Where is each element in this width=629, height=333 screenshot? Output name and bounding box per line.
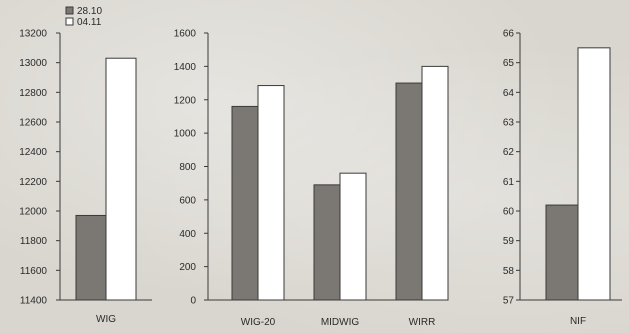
nif-y-tick-label: 66	[503, 29, 515, 40]
wig-y-tick-label: 12400	[19, 147, 47, 158]
wig20-category-label: WIG-20	[241, 317, 276, 328]
nif-y-tick-label: 62	[503, 147, 515, 158]
nif-bar-nif-0411	[577, 47, 611, 301]
legend-label-0411: 04.11	[77, 17, 102, 28]
legend-swatch-0411	[65, 17, 74, 26]
wig20-bar-wig20-2810	[231, 105, 259, 301]
nif-y-tick-label: 60	[503, 207, 515, 218]
wig20-bar-midwig-0411	[339, 172, 367, 301]
wig20-y-tick-label: 0	[190, 296, 196, 307]
nif-y-tick-label: 59	[503, 236, 515, 247]
wig-bar-wig-2810	[75, 214, 107, 301]
wig-y-tick-label: 13000	[19, 58, 47, 69]
wig20-y-tick-label: 600	[179, 195, 196, 206]
wig20-y-tick-label: 1600	[174, 29, 197, 40]
wig20-category-label: MIDWIG	[321, 317, 360, 328]
wig20-bar-wirr-2810	[395, 82, 423, 301]
wig20-y-tick-label: 1200	[174, 95, 197, 106]
wig20-bar-wig20-0411	[257, 85, 285, 301]
wig20-y-tick-label: 800	[179, 162, 196, 173]
nif-y-tick-label: 63	[503, 118, 515, 129]
wig20-bar-midwig-2810	[313, 184, 341, 301]
wig-category-label: WIG	[96, 314, 116, 325]
wig-y-tick-label: 12800	[19, 88, 47, 99]
wig-y-tick-label: 12600	[19, 118, 47, 129]
wig-bar-wig-0411	[105, 57, 137, 301]
legend-swatch-2810	[65, 6, 74, 15]
wig-y-tick-label: 11600	[20, 266, 48, 277]
wig20-y-tick-label: 1000	[174, 129, 197, 140]
wig-y-tick-label: 13200	[19, 29, 47, 40]
nif-y-tick-label: 61	[503, 177, 515, 188]
wig-y-tick-label: 12000	[19, 207, 47, 218]
wig-y-tick-label: 11400	[20, 296, 48, 307]
wig20-y-tick-label: 1400	[174, 62, 197, 73]
wig-y-tick-label: 11800	[20, 236, 48, 247]
legend-label-2810: 28.10	[77, 6, 102, 17]
wig20-category-label: WIRR	[409, 317, 436, 328]
nif-y-tick-label: 64	[503, 88, 515, 99]
nif-y-tick-label: 58	[503, 266, 515, 277]
wig20-y-tick-label: 400	[179, 229, 196, 240]
nif-y-tick-label: 57	[503, 296, 515, 307]
nif-y-tick-label: 65	[503, 58, 515, 69]
nif-bar-nif-2810	[545, 204, 579, 301]
wig-y-tick-label: 12200	[19, 177, 47, 188]
wig20-bar-wirr-0411	[421, 65, 449, 301]
wig20-y-tick-label: 200	[179, 262, 196, 273]
nif-category-label: NIF	[570, 316, 586, 327]
